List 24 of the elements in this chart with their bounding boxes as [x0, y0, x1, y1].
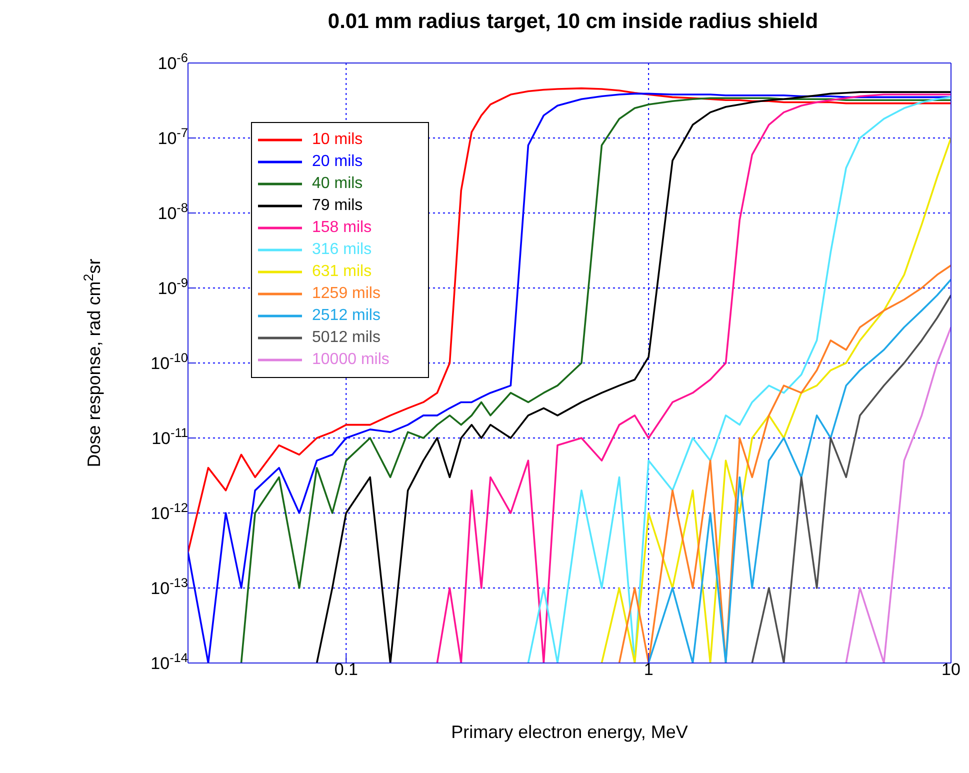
- y-tick-label: 10$^{-10}$: [150, 350, 188, 373]
- y-tick-label: 10$^{-9}$: [158, 274, 188, 298]
- y-tick-label: 10$^{-7}$: [158, 124, 188, 148]
- legend-label: 631 mils: [312, 263, 372, 281]
- y-tick-label: 10$^{-12}$: [150, 500, 188, 523]
- x-axis-title: Primary electron energy, MeV: [451, 722, 688, 742]
- y-tick-label: 10$^{-8}$: [158, 200, 188, 223]
- y-tick-label: 10$^{-13}$: [150, 574, 188, 598]
- legend-label: 316 mils: [312, 241, 372, 259]
- legend-label: 158 mils: [312, 219, 372, 237]
- legend-label: 79 mils: [312, 197, 363, 215]
- x-tick-label: 1: [644, 660, 654, 679]
- y-tick-label: 10$^{-6}$: [158, 50, 188, 73]
- legend-label: 40 mils: [312, 175, 363, 193]
- x-tick-label: 0.1: [334, 660, 358, 679]
- chart-title: 0.01 mm radius target, 10 cm inside radius shield: [326, 10, 820, 34]
- x-tick-label: 10: [942, 660, 960, 679]
- legend-label: 2512 mils: [312, 307, 380, 325]
- legend-label: 5012 mils: [312, 329, 380, 347]
- y-tick-label: 10$^{-11}$: [152, 424, 188, 448]
- legend-label: 10 mils: [312, 131, 363, 149]
- legend-label: 20 mils: [312, 153, 363, 171]
- legend-label: 1259 mils: [312, 285, 380, 303]
- legend-label: 10000 mils: [312, 351, 390, 369]
